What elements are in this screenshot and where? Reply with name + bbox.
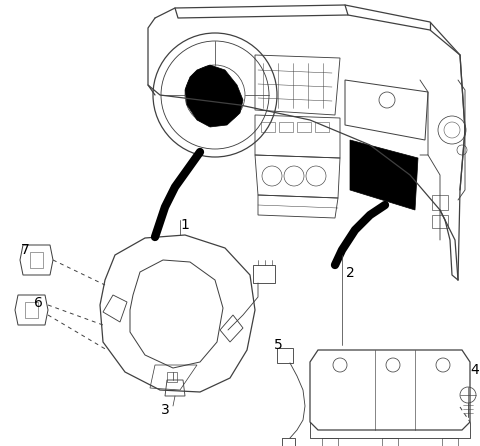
Text: 1: 1 <box>180 218 190 232</box>
Polygon shape <box>350 140 418 210</box>
Polygon shape <box>185 65 243 127</box>
Text: 3: 3 <box>161 403 169 417</box>
Text: 4: 4 <box>470 363 480 377</box>
Text: 6: 6 <box>34 296 42 310</box>
Text: 7: 7 <box>21 243 29 257</box>
Text: 5: 5 <box>274 338 282 352</box>
Text: 2: 2 <box>346 266 354 280</box>
